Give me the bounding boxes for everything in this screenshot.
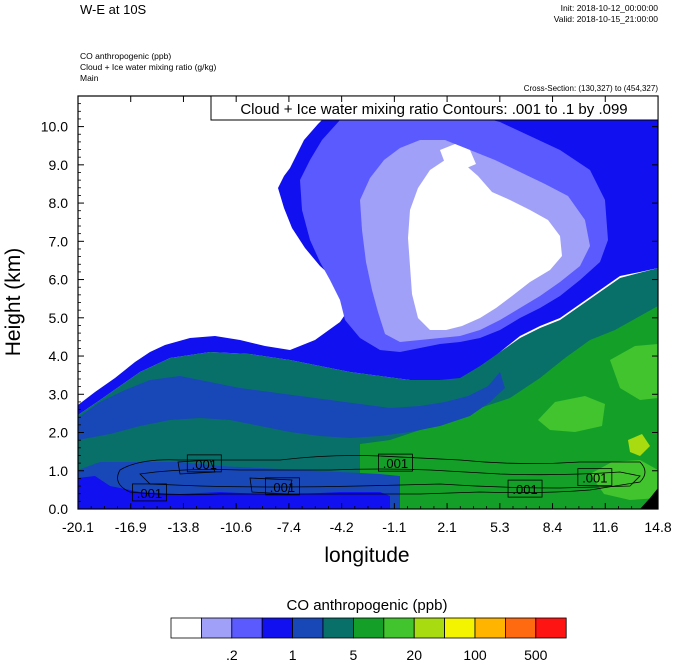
colorbar: .2 1 5 20 100 500 (170, 617, 567, 663)
field-co-label: CO anthropogenic (ppb) (80, 51, 172, 61)
colorbar-swatch (170, 617, 202, 639)
contour-label-box (132, 483, 167, 502)
contour-label-text: .001 (137, 486, 162, 501)
co-region-lightgreen-1 (538, 396, 605, 432)
x-tick-label: -13.8 (167, 519, 199, 535)
x-tick-label: 2.1 (437, 519, 457, 535)
colorbar-swatch (504, 617, 537, 639)
contour-value-label: .001 (507, 479, 543, 498)
contour-label-text: .001 (582, 471, 607, 486)
contour-label-box (507, 479, 543, 498)
y-tick-label: 2.0 (49, 425, 69, 441)
contour-label-box (265, 477, 300, 496)
colorbar-swatch (474, 617, 506, 639)
y-tick-label: 0.0 (49, 501, 69, 517)
cloud-contour-line-2 (139, 468, 641, 489)
x-tick-label: 8.4 (543, 519, 563, 535)
x-tick-label: 14.8 (644, 519, 671, 535)
init-time: Init: 2018-10-12_00:00:00 (560, 3, 658, 13)
contour-label-box (577, 468, 613, 487)
colorbar-swatch (535, 617, 567, 639)
y-tick-label: 6.0 (49, 272, 69, 288)
contour-value-label: .001 (378, 453, 413, 472)
co-region-yellowgreen (628, 434, 650, 456)
colorbar-label: 20 (406, 647, 422, 663)
colorbar-swatch (322, 617, 354, 639)
contour-value-label: .001 (577, 468, 613, 487)
contour-label-box (378, 453, 413, 472)
colorbar-swatch (383, 617, 415, 639)
y-axis-title: Height (km) (2, 248, 25, 357)
x-tick-label: -4.2 (330, 519, 354, 535)
contour-label-box (186, 454, 222, 473)
co-field-shading (78, 96, 658, 509)
co-region-darkblue-band (78, 372, 505, 440)
contour-label-text: .001 (192, 457, 217, 472)
field-main-label: Main (80, 73, 99, 83)
x-tick-label: -20.1 (62, 519, 94, 535)
x-tick-label: 5.3 (490, 519, 510, 535)
cloud-contour-line-1 (117, 455, 646, 496)
contour-label-text: .001 (270, 480, 295, 495)
colorbar-label: 100 (463, 647, 487, 663)
x-axis-title: longitude (324, 544, 409, 567)
colorbar-label: .2 (226, 647, 238, 663)
contour-value-label: .001 (132, 483, 167, 502)
cross-section-label: Cross-Section: (130,327) to (454,327) (523, 84, 658, 93)
x-tick-label: -10.6 (220, 519, 252, 535)
axis-layer: -20.1 -16.9 -13.8 -10.6 -7.4 -4.2 -1.1 2.1 5.3 8.… (41, 95, 672, 535)
plot-title: W-E at 10S (80, 2, 147, 17)
colorbar-swatch (444, 617, 476, 639)
contour-label-text: .001 (383, 456, 408, 471)
cloud-contours (117, 455, 646, 496)
y-tick-label: 9.0 (49, 157, 69, 173)
co-region-lightgreen-2 (610, 344, 658, 400)
colorbar-swatch (231, 617, 263, 639)
contour-value-label: .001 (186, 454, 222, 473)
co-region-white (408, 160, 562, 330)
contour-label-layer: .001 .001 .001 .001 .001 .001 (132, 453, 613, 502)
x-tick-label: -1.1 (382, 519, 406, 535)
co-region-lightgreen-3 (590, 460, 658, 500)
colorbar-swatch (292, 617, 324, 639)
field-cloud-label: Cloud + Ice water mixing ratio (g/kg) (80, 62, 217, 72)
colorbar-swatch (200, 617, 233, 639)
y-tick-label: 5.0 (49, 310, 69, 326)
y-tick-label: 4.0 (49, 348, 69, 364)
co-region-green (360, 306, 658, 509)
y-tick-label: 8.0 (49, 195, 69, 211)
y-tick-label: 1.0 (49, 463, 69, 479)
y-tick-label: 7.0 (49, 233, 69, 249)
contour-legend-box (210, 95, 659, 121)
contour-value-label: .001 (265, 477, 300, 496)
colorbar-swatch (352, 617, 385, 639)
contour-label-text: .001 (512, 482, 537, 497)
colorbar-label: 5 (350, 647, 358, 663)
x-tick-label: 11.6 (592, 519, 618, 535)
y-tick-label: 3.0 (49, 386, 69, 402)
y-tick-label: 10.0 (41, 119, 68, 135)
colorbar-title: CO anthropogenic (ppb) (287, 597, 448, 614)
x-tick-label: -16.9 (115, 519, 147, 535)
valid-time: Valid: 2018-10-15_21:00:00 (553, 14, 658, 24)
x-tick-label: -7.4 (277, 519, 301, 535)
terrain-corner (640, 488, 658, 509)
colorbar-label: 1 (289, 647, 297, 663)
colorbar-label: 500 (524, 647, 548, 663)
cloud-contour-line-4 (249, 477, 293, 495)
colorbar-swatch (261, 617, 294, 639)
colorbar-swatch (413, 617, 446, 639)
co-region-white-2 (440, 144, 476, 170)
contour-legend-text: Cloud + Ice water mixing ratio Contours:… (240, 101, 627, 118)
